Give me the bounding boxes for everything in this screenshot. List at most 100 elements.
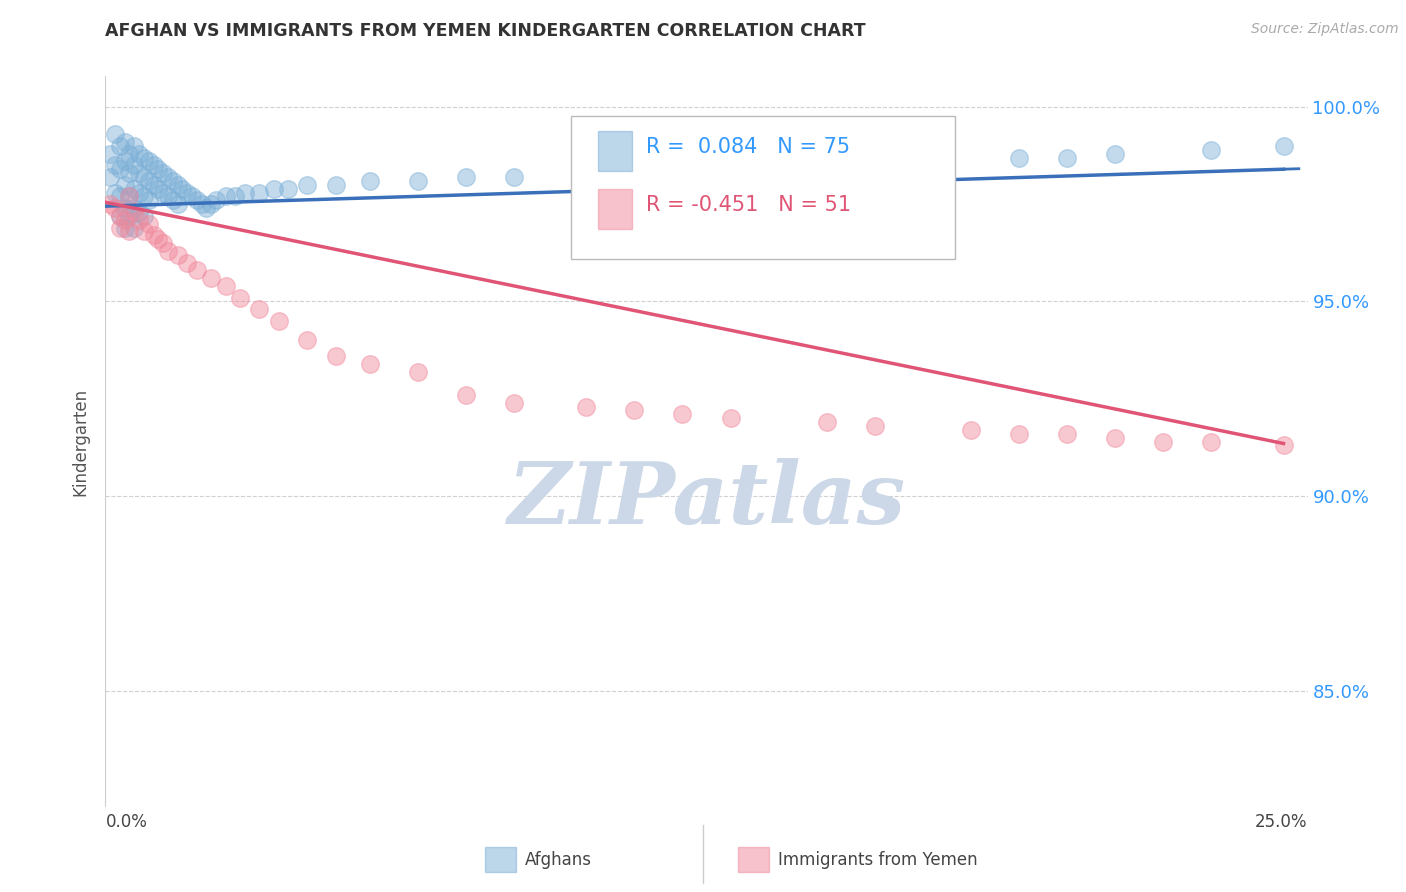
Point — [214, 189, 236, 203]
Point — [247, 186, 270, 200]
Point — [98, 169, 121, 184]
Text: R = -0.451   N = 51: R = -0.451 N = 51 — [647, 195, 852, 215]
Point — [138, 174, 160, 188]
Point — [575, 166, 598, 180]
Point — [166, 248, 188, 262]
Point — [176, 186, 198, 200]
Point — [142, 178, 165, 192]
Point — [454, 388, 477, 402]
Point — [124, 181, 146, 195]
Point — [186, 194, 208, 208]
Point — [128, 166, 150, 180]
Point — [247, 302, 270, 317]
Point — [671, 407, 693, 421]
Point — [200, 197, 222, 211]
Point — [503, 395, 526, 409]
Bar — [599, 189, 631, 229]
Point — [1056, 151, 1078, 165]
Point — [108, 139, 131, 153]
Point — [503, 169, 526, 184]
Point — [148, 232, 170, 246]
Point — [166, 178, 188, 192]
Point — [142, 158, 165, 172]
Point — [98, 197, 121, 211]
Point — [214, 279, 236, 293]
Point — [162, 174, 184, 188]
Point — [132, 169, 155, 184]
Point — [406, 174, 429, 188]
Point — [1008, 426, 1031, 441]
Text: ZIPatlas: ZIPatlas — [508, 458, 905, 541]
Point — [108, 220, 131, 235]
Point — [114, 220, 136, 235]
Point — [190, 197, 212, 211]
Point — [166, 197, 188, 211]
Text: 0.0%: 0.0% — [105, 814, 148, 831]
Point — [114, 135, 136, 149]
Point — [186, 263, 208, 277]
Point — [114, 178, 136, 192]
Point — [104, 158, 127, 172]
Point — [359, 174, 381, 188]
Point — [114, 212, 136, 227]
Text: Afghans: Afghans — [524, 851, 592, 869]
Point — [815, 158, 838, 172]
Point — [205, 194, 228, 208]
Point — [1201, 143, 1223, 157]
Point — [138, 154, 160, 169]
Text: 25.0%: 25.0% — [1256, 814, 1308, 831]
Point — [815, 415, 838, 429]
Point — [960, 423, 983, 437]
Point — [176, 255, 198, 269]
Point — [267, 314, 290, 328]
Point — [124, 205, 146, 219]
Point — [128, 205, 150, 219]
Text: R =  0.084   N = 75: R = 0.084 N = 75 — [647, 136, 851, 157]
Point — [128, 186, 150, 200]
Point — [142, 228, 165, 243]
Point — [132, 151, 155, 165]
Point — [118, 166, 141, 180]
Point — [263, 181, 285, 195]
Point — [148, 162, 170, 177]
Point — [132, 189, 155, 203]
Text: AFGHAN VS IMMIGRANTS FROM YEMEN KINDERGARTEN CORRELATION CHART: AFGHAN VS IMMIGRANTS FROM YEMEN KINDERGA… — [105, 22, 866, 40]
Point — [229, 291, 252, 305]
Text: Source: ZipAtlas.com: Source: ZipAtlas.com — [1251, 22, 1399, 37]
Point — [108, 189, 131, 203]
Point — [98, 146, 121, 161]
Point — [132, 224, 155, 238]
Point — [224, 189, 246, 203]
Point — [277, 181, 299, 195]
Point — [359, 357, 381, 371]
Point — [911, 154, 934, 169]
Point — [297, 178, 319, 192]
Point — [454, 169, 477, 184]
Point — [325, 349, 347, 363]
Point — [233, 186, 256, 200]
Point — [108, 209, 131, 223]
Point — [124, 220, 146, 235]
Point — [128, 212, 150, 227]
Point — [118, 209, 141, 223]
Point — [720, 411, 742, 425]
Point — [114, 201, 136, 215]
Point — [1056, 426, 1078, 441]
Point — [124, 201, 146, 215]
Point — [172, 181, 194, 195]
Point — [114, 154, 136, 169]
Point — [118, 224, 141, 238]
Point — [104, 201, 127, 215]
Point — [1201, 434, 1223, 449]
Point — [1152, 434, 1174, 449]
Point — [162, 194, 184, 208]
Point — [152, 166, 174, 180]
Point — [118, 189, 141, 203]
Point — [623, 403, 645, 417]
Point — [156, 169, 179, 184]
Point — [138, 217, 160, 231]
Point — [108, 162, 131, 177]
Point — [406, 364, 429, 378]
Point — [671, 162, 693, 177]
Point — [575, 400, 598, 414]
